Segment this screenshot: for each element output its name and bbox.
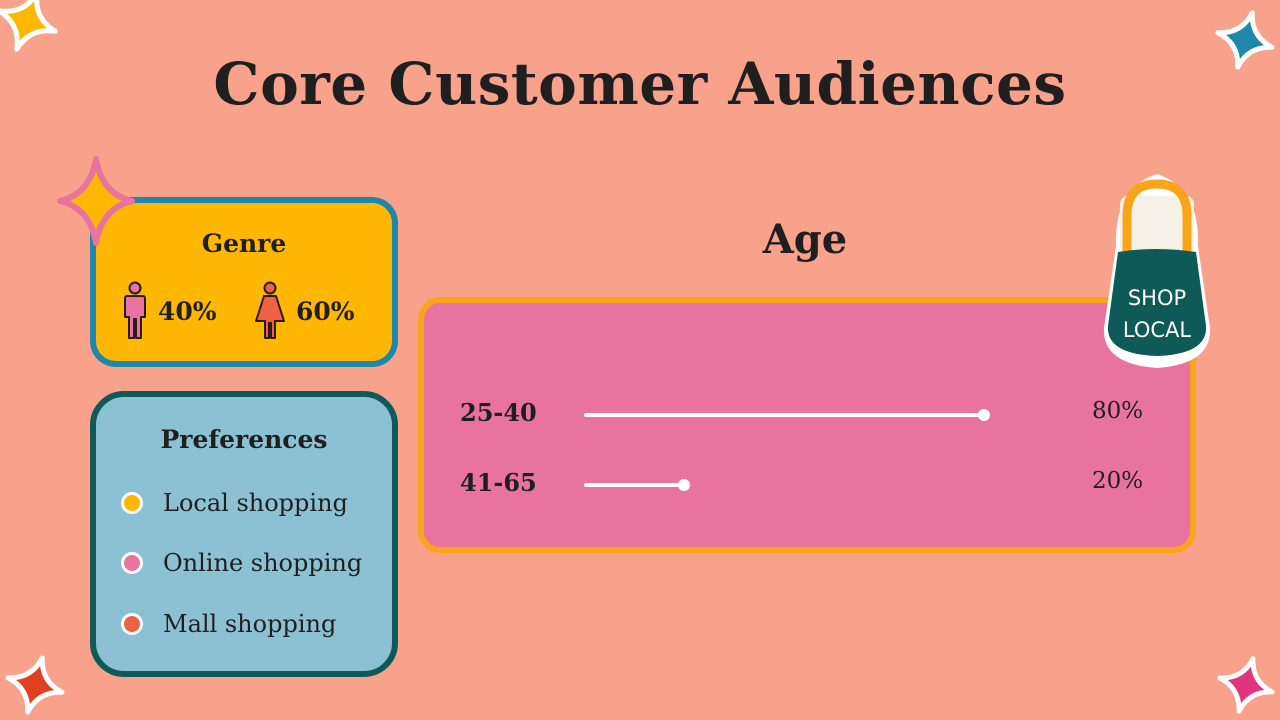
age-bar-knob [978, 409, 990, 421]
sparkle-bottom-right-icon [1217, 656, 1275, 714]
female-person-icon [255, 281, 285, 339]
preference-label: Online shopping [163, 549, 363, 577]
preference-label: Mall shopping [163, 610, 337, 638]
sparkle-top-right-icon [1215, 10, 1275, 70]
preference-dot [121, 492, 143, 514]
sparkle-top-left-icon [0, 0, 58, 52]
shop-local-bag-icon: SHOP LOCAL [1103, 174, 1211, 368]
preference-item: Local shopping [121, 489, 348, 517]
bag-text-line1: SHOP [1128, 286, 1186, 310]
age-bar [584, 409, 990, 421]
age-bar [584, 479, 690, 491]
page-title: Core Customer Audiences [213, 50, 1067, 118]
sparkle-genre-icon [57, 156, 135, 246]
bag-text-line2: LOCAL [1123, 318, 1192, 342]
preference-item: Mall shopping [121, 610, 336, 638]
age-row-label: 25-40 [460, 398, 537, 427]
age-row-percent: 20% [1092, 468, 1144, 494]
genre-title: Genre [201, 229, 287, 258]
age-title: Age [762, 216, 848, 263]
genre-male: 40% [122, 281, 217, 341]
age-row-label: 41-65 [460, 468, 537, 497]
age-bar-knob [678, 479, 690, 491]
preferences-title: Preferences [160, 425, 328, 454]
age-card: 25-40 80% 41-65 20% [418, 297, 1196, 553]
preference-item: Online shopping [121, 549, 362, 577]
male-percent: 40% [158, 296, 217, 326]
preferences-card: Preferences Local shopping Online shoppi… [90, 391, 398, 677]
genre-card: Genre 40% 60% [90, 197, 398, 367]
female-percent: 60% [296, 296, 355, 326]
preference-dot [121, 552, 143, 574]
genre-female: 60% [254, 281, 355, 341]
sparkle-bottom-left-icon [5, 655, 65, 715]
preference-dot [121, 613, 143, 635]
male-person-icon [124, 281, 146, 339]
age-row-percent: 80% [1092, 398, 1144, 424]
preference-label: Local shopping [163, 489, 348, 517]
